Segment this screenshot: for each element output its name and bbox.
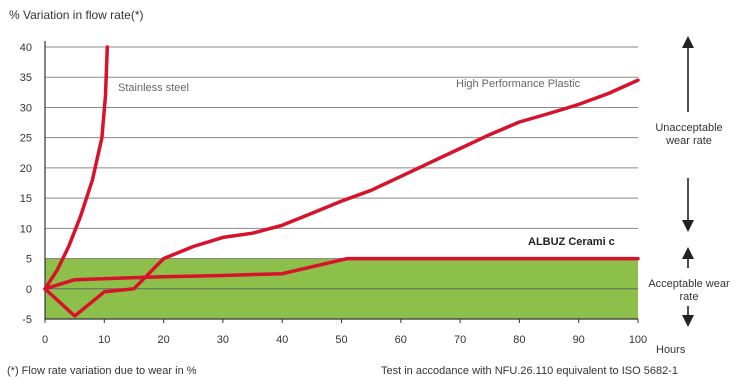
y-axis-title: % Variation in flow rate(*) <box>9 8 144 22</box>
x-tick-label: 40 <box>276 334 288 346</box>
x-tick-label: 0 <box>42 334 48 346</box>
x-tick-label: 80 <box>513 334 525 346</box>
x-tick-label: 50 <box>335 334 347 346</box>
acceptable-arrow-up-icon <box>682 247 694 259</box>
unacceptable-arrow-up-icon <box>682 36 694 48</box>
y-tick-label: 0 <box>26 284 32 296</box>
y-tick-label: 35 <box>20 72 32 84</box>
y-tick-label: 5 <box>26 254 32 266</box>
unacceptable-arrow-down-icon <box>682 220 694 232</box>
acceptable-label: Acceptable wear rate <box>648 278 730 303</box>
x-tick-label: 70 <box>454 334 466 346</box>
series-line-2 <box>43 256 640 291</box>
series-label-stainless: Stainless steel <box>118 82 189 94</box>
x-tick-label: 90 <box>573 334 585 346</box>
test-note: Test in accodance with NFU.26.110 equiva… <box>381 365 678 377</box>
y-tick-label: 15 <box>20 193 32 205</box>
acceptable-arrow-down-icon <box>682 315 694 327</box>
x-tick-label: 100 <box>629 334 647 346</box>
y-tick-label: 30 <box>20 102 32 114</box>
x-tick-label: 60 <box>395 334 407 346</box>
series-line-0 <box>43 45 110 291</box>
x-tick-label: 10 <box>98 334 110 346</box>
y-tick-label: -5 <box>22 314 32 326</box>
unacceptable-label: Unacceptable wear rate <box>655 122 723 147</box>
series-label-albuz: ALBUZ Cerami c <box>528 236 615 248</box>
y-tick-label: 40 <box>20 42 32 54</box>
x-tick-label: 30 <box>217 334 229 346</box>
y-tick-label: 25 <box>20 133 32 145</box>
footnote: (*) Flow rate variation due to wear in % <box>7 365 197 377</box>
y-tick-label: 10 <box>20 223 32 235</box>
y-tick-label: 20 <box>20 163 32 175</box>
x-axis-title: Hours <box>656 344 686 356</box>
series-label-plastic: High Performance Plastic <box>456 78 581 90</box>
x-tick-label: 20 <box>157 334 169 346</box>
